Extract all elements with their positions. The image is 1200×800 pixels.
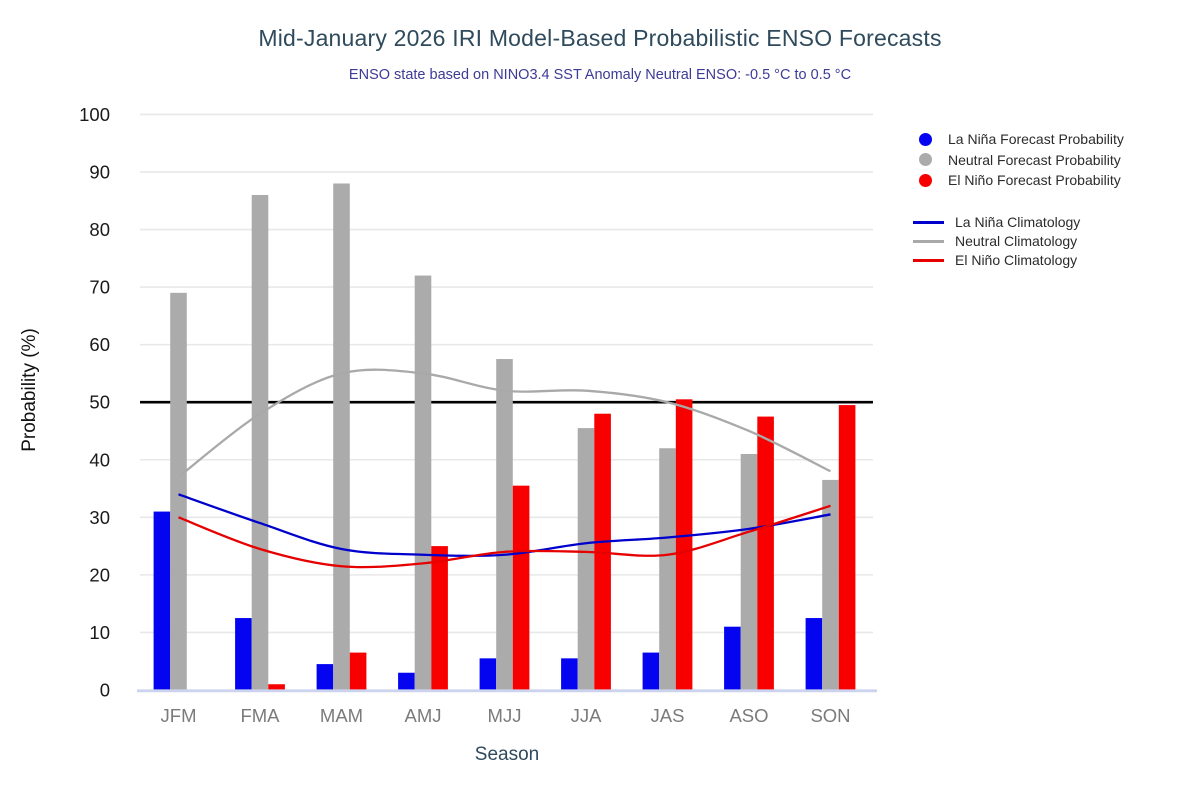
x-tick-label-ASO: ASO: [729, 705, 768, 726]
legend: La Niña Forecast Probability Neutral For…: [912, 129, 1124, 270]
bar-la-nina-forecast-JJA: [561, 658, 578, 690]
la-nina-dot-icon: [919, 132, 932, 146]
x-tick-label-SON: SON: [810, 705, 850, 726]
bar-neutral-forecast-MJJ: [496, 359, 513, 690]
bar-neutral-forecast-FMA: [251, 194, 269, 690]
bar-la-nina-forecast-MJJ: [479, 658, 497, 690]
legend-label: El Niño Climatology: [955, 252, 1078, 268]
bar-la-nina-forecast-ASO: [724, 626, 741, 690]
y-tick-label-90: 90: [89, 161, 110, 182]
y-tick-label-10: 10: [89, 622, 110, 643]
legend-spacer: [912, 191, 1124, 213]
y-tick-label-50: 50: [89, 392, 110, 413]
bar-la-nina-forecast-JFM: [153, 511, 171, 690]
climatology-line-el-nino-climatology: [178, 504, 831, 569]
bar-neutral-forecast-ASO: [740, 454, 758, 690]
neutral-line-icon: [913, 239, 944, 243]
bar-la-nina-forecast-MAM: [316, 664, 334, 690]
legend-entry-el-nino-climatology: El Niño Climatology: [912, 251, 1124, 270]
bar-el-nino-forecast-FMA: [268, 684, 285, 690]
bar-la-nina-forecast-AMJ: [398, 672, 415, 690]
legend-entry-la-nina-climatology: La Niña Climatology: [912, 213, 1124, 232]
y-tick-label-30: 30: [89, 507, 110, 528]
chart-subtitle: ENSO state based on NINO3.4 SST Anomaly …: [348, 67, 852, 83]
y-tick-label-100: 100: [79, 104, 110, 125]
neutral-dot-icon: [919, 153, 932, 167]
y-tick-label-0: 0: [100, 680, 110, 701]
climatology-line-neutral-climatology: [177, 368, 832, 478]
x-tick-label-JAS: JAS: [651, 705, 685, 726]
chart-title: Mid-January 2026 IRI Model-Based Probabi…: [258, 25, 942, 51]
y-tick-label-80: 80: [89, 219, 110, 240]
legend-label: La Niña Climatology: [955, 214, 1081, 230]
legend-label: El Niño Forecast Probability: [948, 172, 1121, 189]
bar-neutral-forecast-AMJ: [414, 275, 432, 690]
legend-label: La Niña Forecast Probability: [948, 131, 1124, 148]
y-tick-label-60: 60: [89, 334, 110, 355]
y-tick-label-40: 40: [89, 449, 110, 470]
legend-label: Neutral Forecast Probability: [948, 151, 1121, 168]
legend-entry-neutral-forecast: Neutral Forecast Probability: [912, 150, 1124, 171]
bar-el-nino-forecast-SON: [838, 405, 856, 690]
el-nino-line-icon: [913, 258, 944, 262]
bar-neutral-forecast-MAM: [333, 183, 350, 691]
el-nino-dot-icon: [919, 173, 932, 187]
x-tick-label-JFM: JFM: [161, 705, 197, 726]
bar-la-nina-forecast-SON: [805, 618, 823, 690]
legend-entry-el-nino-forecast: El Niño Forecast Probability: [912, 170, 1124, 191]
bar-neutral-forecast-JJA: [577, 428, 595, 690]
bar-el-nino-forecast-AMJ: [431, 546, 448, 690]
x-tick-label-JJA: JJA: [571, 705, 603, 726]
y-tick-label-70: 70: [89, 277, 110, 298]
la-nina-line-icon: [913, 220, 944, 224]
x-tick-label-MJJ: MJJ: [488, 705, 522, 726]
bar-neutral-forecast-JFM: [170, 292, 187, 690]
legend-entry-la-nina-forecast: La Niña Forecast Probability: [912, 129, 1124, 150]
bar-la-nina-forecast-JAS: [642, 652, 660, 690]
climatology-line-la-nina-climatology: [178, 493, 831, 557]
bar-la-nina-forecast-FMA: [235, 618, 252, 690]
bar-el-nino-forecast-MJJ: [512, 485, 530, 690]
x-tick-label-FMA: FMA: [240, 705, 280, 726]
bar-neutral-forecast-JAS: [659, 448, 676, 690]
bar-neutral-forecast-SON: [822, 479, 839, 690]
legend-entry-neutral-climatology: Neutral Climatology: [912, 232, 1124, 251]
x-tick-label-AMJ: AMJ: [405, 705, 442, 726]
bar-el-nino-forecast-ASO: [757, 416, 774, 690]
bar-el-nino-forecast-MAM: [349, 652, 367, 690]
y-tick-label-20: 20: [89, 564, 110, 585]
x-axis-title: Season: [474, 744, 540, 765]
x-tick-label-MAM: MAM: [320, 705, 363, 726]
legend-label: Neutral Climatology: [955, 233, 1078, 249]
bar-el-nino-forecast-JAS: [675, 399, 693, 690]
